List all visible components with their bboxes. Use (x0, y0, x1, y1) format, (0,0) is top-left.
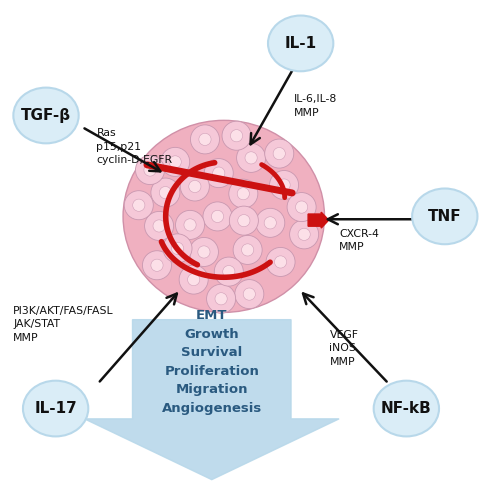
Circle shape (270, 170, 298, 200)
Text: PI3K/AKT/FAS/FASL
JAK/STAT
MMP: PI3K/AKT/FAS/FASL JAK/STAT MMP (13, 306, 114, 343)
Circle shape (175, 210, 205, 240)
Text: Ras
p15,p21
cyclin-D,EGFR: Ras p15,p21 cyclin-D,EGFR (96, 128, 173, 166)
Circle shape (223, 266, 235, 278)
Text: IL-6,IL-8
MMP: IL-6,IL-8 MMP (294, 94, 337, 118)
Circle shape (265, 139, 294, 168)
Circle shape (188, 274, 200, 285)
Text: IL-1: IL-1 (285, 36, 317, 51)
Circle shape (153, 220, 165, 232)
Circle shape (207, 284, 236, 314)
Text: VEGF
iNOS
MMP: VEGF iNOS MMP (330, 330, 359, 367)
Circle shape (124, 190, 153, 220)
Text: NF-kB: NF-kB (381, 401, 432, 416)
Circle shape (233, 236, 262, 264)
Ellipse shape (13, 88, 79, 144)
Circle shape (290, 220, 319, 249)
Circle shape (144, 164, 156, 176)
Circle shape (144, 212, 174, 240)
Circle shape (242, 244, 254, 256)
Circle shape (237, 144, 266, 172)
Ellipse shape (123, 120, 325, 312)
Circle shape (295, 201, 308, 213)
Circle shape (151, 178, 180, 207)
Circle shape (172, 242, 184, 254)
Circle shape (266, 248, 295, 276)
Circle shape (287, 192, 316, 222)
Circle shape (238, 214, 250, 226)
Text: TGF-β: TGF-β (21, 108, 71, 123)
Circle shape (169, 156, 181, 168)
Text: IL-17: IL-17 (34, 401, 77, 416)
Circle shape (264, 216, 277, 229)
Circle shape (213, 167, 225, 179)
Circle shape (215, 292, 227, 305)
Circle shape (159, 186, 172, 198)
Circle shape (163, 234, 192, 263)
Text: CXCR-4
MMP: CXCR-4 MMP (339, 228, 379, 252)
FancyArrow shape (308, 212, 329, 228)
Circle shape (191, 125, 220, 154)
Circle shape (184, 219, 196, 231)
Circle shape (273, 148, 285, 160)
Circle shape (235, 280, 264, 308)
Ellipse shape (374, 380, 439, 436)
Ellipse shape (268, 16, 333, 72)
Circle shape (278, 179, 290, 191)
Circle shape (151, 259, 163, 272)
Circle shape (133, 199, 145, 211)
Circle shape (211, 210, 224, 222)
Circle shape (229, 206, 259, 235)
Circle shape (275, 256, 287, 268)
Circle shape (237, 188, 249, 200)
Circle shape (214, 257, 243, 286)
Circle shape (298, 228, 310, 240)
Circle shape (243, 288, 256, 300)
Text: EMT
Growth
Survival
Proliferation
Migration
Angiogenesis: EMT Growth Survival Proliferation Migrat… (162, 310, 262, 415)
Circle shape (230, 130, 243, 142)
Polygon shape (85, 320, 339, 480)
Ellipse shape (23, 380, 88, 436)
Ellipse shape (412, 188, 477, 244)
Circle shape (199, 134, 211, 145)
Circle shape (203, 202, 232, 231)
Circle shape (189, 180, 201, 192)
Circle shape (179, 265, 208, 294)
Circle shape (256, 208, 285, 238)
Circle shape (180, 172, 209, 201)
Circle shape (245, 152, 257, 164)
Circle shape (161, 148, 190, 176)
Circle shape (142, 250, 172, 280)
Circle shape (204, 158, 233, 188)
Circle shape (229, 179, 258, 208)
Circle shape (222, 121, 251, 150)
Circle shape (136, 156, 165, 184)
Circle shape (190, 238, 218, 266)
Circle shape (198, 246, 210, 258)
Text: TNF: TNF (428, 209, 462, 224)
